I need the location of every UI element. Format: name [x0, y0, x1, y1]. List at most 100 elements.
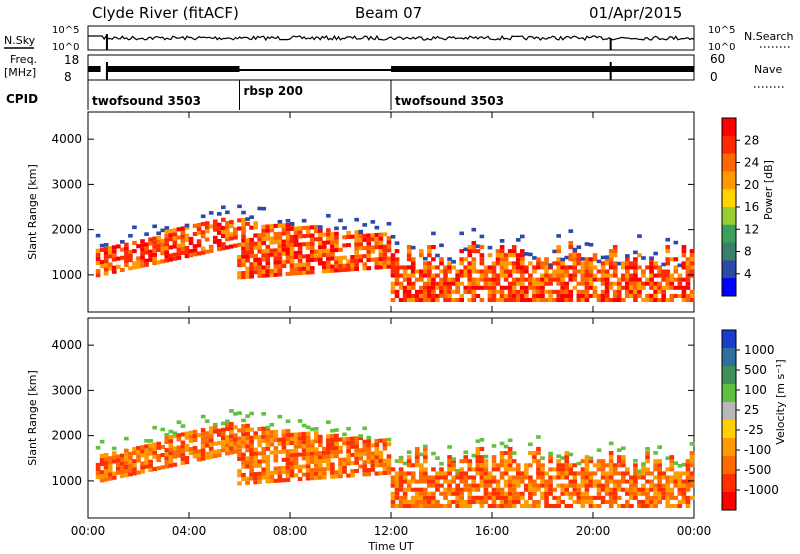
velocity-cell — [322, 471, 327, 476]
velocity-cell — [241, 424, 246, 429]
velocity-cell — [459, 471, 465, 476]
noise-right-label: N.Search — [744, 30, 794, 43]
velocity-cell — [681, 479, 687, 484]
velocity-cell — [536, 499, 541, 504]
power-cell — [354, 217, 359, 222]
velocity-cell — [115, 466, 121, 471]
velocity-cell — [313, 447, 319, 452]
power-cell — [285, 255, 291, 260]
velocity-cell — [354, 452, 359, 457]
velocity-cell — [491, 491, 497, 496]
power-cell — [168, 253, 174, 258]
power-cell — [273, 240, 279, 245]
velocity-cell — [423, 451, 428, 456]
power-cell — [620, 285, 626, 290]
velocity-cell — [326, 442, 331, 447]
power-cell — [128, 266, 133, 271]
power-cell — [600, 273, 606, 278]
power-cell — [289, 221, 295, 226]
velocity-cell — [455, 468, 460, 473]
power-cell — [265, 224, 271, 229]
power-cell — [111, 245, 117, 250]
velocity-cell — [184, 443, 190, 448]
velocity-cell — [394, 491, 400, 496]
velocity-cell — [95, 462, 101, 467]
velocity-cell — [616, 448, 622, 452]
power-cell — [124, 250, 129, 255]
velocity-cell — [556, 483, 561, 488]
power-colorbar-tick-label: 4 — [744, 267, 752, 281]
power-cell — [293, 238, 299, 243]
power-cell — [604, 281, 610, 286]
velocity-cell — [592, 503, 598, 509]
power-cell — [596, 293, 602, 298]
velocity-cell — [507, 495, 513, 500]
power-cell — [532, 281, 537, 286]
power-cell — [540, 293, 545, 298]
power-cell — [241, 218, 246, 223]
velocity-cell — [633, 467, 638, 472]
power-cell — [616, 297, 622, 303]
velocity-cell — [483, 475, 489, 480]
power-cell — [491, 277, 497, 282]
power-cell — [572, 247, 578, 252]
velocity-cell — [229, 442, 234, 447]
velocity-cell — [317, 455, 323, 460]
velocity-cell — [641, 491, 646, 496]
velocity-cell — [168, 451, 174, 456]
velocity-colorbar-tick-label: -500 — [744, 463, 771, 477]
velocity-cell — [313, 463, 319, 468]
velocity-cell — [645, 459, 650, 464]
velocity-cell — [552, 495, 557, 500]
power-colorbar-tick-label: 28 — [744, 133, 759, 147]
velocity-cell — [536, 451, 541, 456]
velocity-cell — [293, 448, 299, 453]
velocity-cell — [180, 448, 186, 453]
velocity-cell — [309, 472, 315, 477]
power-cell — [548, 297, 553, 303]
velocity-cell — [418, 475, 424, 480]
velocity-cell — [277, 441, 283, 446]
power-cell — [431, 297, 436, 303]
power-cell — [269, 224, 275, 229]
power-cell — [354, 238, 359, 243]
power-cell — [455, 277, 460, 282]
power-cell — [229, 236, 234, 241]
velocity-cell — [200, 414, 206, 419]
power-cell — [685, 269, 691, 274]
velocity-cell — [641, 487, 646, 492]
power-cell — [317, 228, 323, 233]
power-cell — [625, 261, 630, 266]
velocity-cell — [418, 467, 424, 472]
velocity-cell — [269, 479, 275, 484]
velocity-cell — [669, 487, 675, 492]
power-cell — [172, 256, 178, 261]
velocity-cell — [406, 455, 412, 460]
velocity-cell — [285, 449, 291, 454]
power-cell — [362, 223, 368, 227]
power-cell — [443, 277, 448, 282]
power-cell — [491, 269, 497, 274]
power-cell — [410, 281, 416, 286]
velocity-cell — [661, 495, 667, 500]
velocity-cell — [253, 463, 258, 468]
power-cell — [548, 289, 553, 294]
power-cell — [144, 262, 149, 267]
velocity-cell — [196, 449, 202, 454]
power-cell — [459, 257, 465, 262]
power-cell — [608, 261, 614, 266]
power-cell — [463, 265, 469, 270]
power-cell — [471, 249, 477, 254]
power-cell — [354, 246, 359, 251]
velocity-cell — [483, 491, 489, 496]
velocity-colorbar-tick-label: -25 — [744, 423, 764, 437]
velocity-cell — [503, 491, 509, 496]
power-cell — [447, 297, 452, 303]
velocity-cell — [120, 469, 125, 474]
power-cell — [532, 285, 537, 290]
velocity-cell — [261, 412, 267, 416]
velocity-cell — [612, 483, 618, 488]
velocity-cell — [241, 432, 246, 437]
velocity-cell — [507, 491, 513, 496]
power-cell — [172, 252, 178, 257]
